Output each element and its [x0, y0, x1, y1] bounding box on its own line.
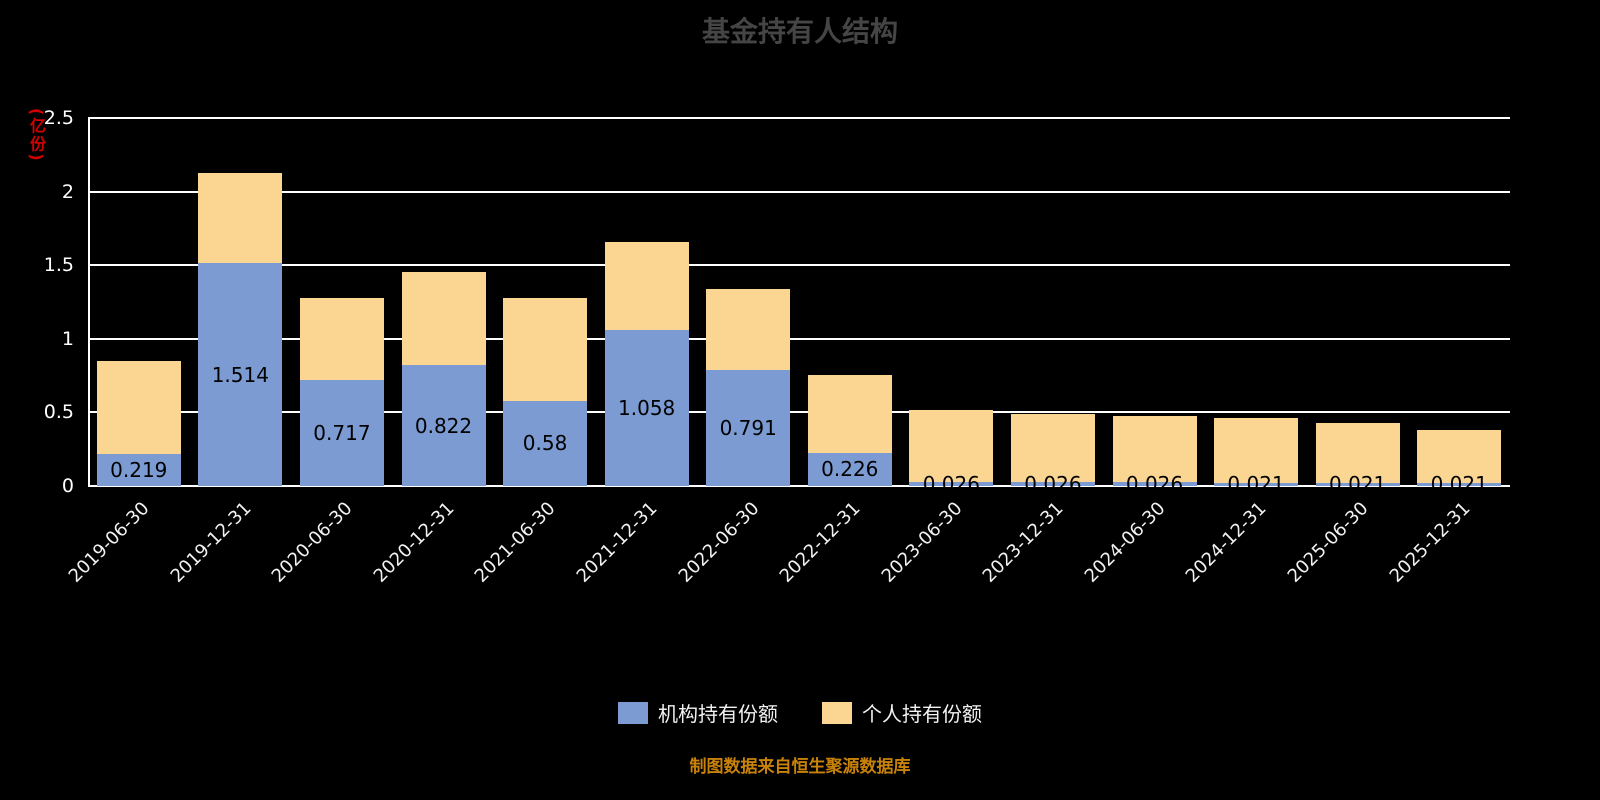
- y-tick-label: 2.5: [43, 107, 74, 129]
- bar-segment-institutional: [909, 482, 994, 486]
- bar-segment-institutional: [401, 365, 486, 486]
- bar-value-label: 0.026: [1024, 472, 1082, 497]
- bar-value-label: 1.514: [211, 362, 269, 387]
- y-tick-label: 0.5: [43, 401, 74, 424]
- bar-value-label: 0.026: [1125, 472, 1184, 497]
- bar-segment-personal: [1214, 418, 1299, 483]
- bar-segment-personal: [198, 173, 283, 264]
- bar-segment-personal: [909, 410, 994, 483]
- chart-title: 基金持有人结构: [701, 15, 898, 48]
- plot-area: 0 0.5 1 1.5 2 2.5 0.219 2019-06-30 1.514 2019-12-…: [44, 107, 1510, 587]
- bar-value-label: 0.791: [719, 415, 777, 440]
- x-axis-label: 2025-12-31: [1385, 498, 1475, 587]
- x-axis-label: 2023-06-30: [877, 498, 967, 587]
- x-axis-label: 2020-06-30: [267, 498, 357, 587]
- bar-segment-institutional: [706, 369, 791, 486]
- bar-segment-personal: [96, 361, 181, 454]
- bar-segment-institutional: [503, 400, 588, 486]
- bar-segment-personal: [604, 241, 689, 331]
- gridline: [88, 411, 1510, 414]
- y-tick-label: 0: [61, 475, 74, 497]
- bar-segment-institutional: [1417, 482, 1502, 486]
- bar-segment-institutional: [1214, 482, 1299, 486]
- gridline: [88, 190, 1510, 193]
- legend-swatch-institutional: [618, 701, 648, 724]
- legend-label-personal: 个人持有份额: [862, 702, 982, 726]
- gridline: [88, 485, 1510, 487]
- y-tick-label: 1: [61, 327, 74, 350]
- legend: 机构持有份额 个人持有份额: [0, 698, 1600, 727]
- y-axis-unit-label: (亿份): [27, 108, 46, 163]
- bar-segment-institutional: [1010, 482, 1095, 486]
- x-axis-label: 2022-12-31: [775, 498, 865, 587]
- bar-value-label: 0.822: [414, 413, 473, 438]
- bar-segment-institutional: [198, 263, 283, 486]
- x-axis-label: 2020-12-31: [369, 498, 459, 587]
- bar-value-label: 0.021: [1329, 472, 1387, 497]
- x-axis-label: 2024-06-30: [1080, 498, 1170, 587]
- legend-swatch-personal: [822, 701, 852, 724]
- gridline: [88, 117, 1510, 119]
- gridline: [88, 264, 1510, 267]
- x-axis-label: 2025-06-30: [1283, 498, 1373, 587]
- bar-segment-personal: [1010, 414, 1095, 483]
- y-tick-label: 2: [61, 180, 74, 203]
- bar-segment-institutional: [299, 380, 384, 486]
- bar-segment-institutional: [96, 453, 181, 486]
- bar-segment-institutional: [604, 330, 689, 486]
- x-axis-label: 2024-12-31: [1182, 498, 1271, 587]
- bar-segment-personal: [1315, 422, 1400, 483]
- legend-item-institutional: 机构持有份额: [618, 698, 778, 727]
- x-axis-label: 2022-06-30: [674, 498, 764, 587]
- bar-value-label: 0.026: [922, 472, 980, 497]
- bar-value-label: 0.021: [1430, 472, 1488, 497]
- legend-item-personal: 个人持有份额: [822, 698, 982, 727]
- source-note: 制图数据来自恒生聚源数据库: [689, 757, 911, 777]
- y-axis-line: [88, 118, 90, 486]
- bar-segment-personal: [1112, 415, 1197, 483]
- bar-segment-personal: [706, 288, 791, 370]
- x-axis-label: 2021-06-30: [471, 498, 560, 587]
- bar-value-label: 0.717: [313, 421, 371, 446]
- x-axis-label: 2019-12-31: [166, 498, 256, 587]
- bar-segment-personal: [401, 272, 486, 366]
- x-axis-label: 2021-12-31: [572, 498, 662, 587]
- bar-value-label: 0.021: [1227, 472, 1285, 497]
- legend-label-institutional: 机构持有份额: [658, 702, 778, 726]
- bar-segment-personal: [1417, 429, 1502, 483]
- bar-segment-personal: [503, 297, 588, 401]
- x-axis-label: 2023-12-31: [978, 498, 1068, 587]
- bar-value-label: 0.226: [821, 457, 879, 482]
- bar-segment-institutional: [807, 452, 892, 486]
- y-tick-label: 1.5: [43, 254, 74, 277]
- gridline: [88, 337, 1510, 340]
- bar-value-label: 1.058: [618, 396, 676, 421]
- x-axis-label: 2019-06-30: [64, 498, 154, 587]
- bar-value-label: 0.58: [522, 431, 568, 456]
- bar-segment-personal: [807, 374, 892, 453]
- bar-segment-personal: [299, 298, 384, 381]
- bar-value-label: 0.219: [110, 457, 168, 482]
- bar-segment-institutional: [1315, 482, 1400, 486]
- bar-segment-institutional: [1112, 482, 1197, 486]
